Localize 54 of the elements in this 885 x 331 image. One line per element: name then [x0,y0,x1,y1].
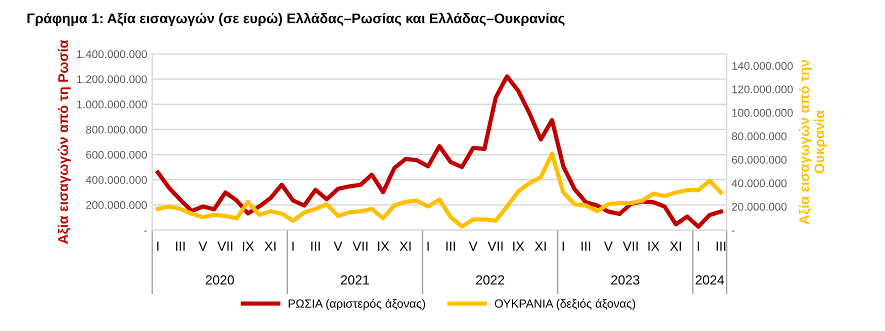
x-tick-label: III [582,242,590,251]
y2-axis-title: Αξία εισαγωγών από την Ουκρανία [798,60,828,224]
chart-title: Γράφημα 1: Αξία εισαγωγών (σε ευρώ) Ελλάδας–Ρωσίας και Ελλάδας–Ουκρανίας [27,12,565,26]
x-tick-label: V [334,242,342,251]
y-tick-label: 1.200.000.000 [77,75,147,84]
y2-tick-label: 140.000.000 [732,62,793,70]
x-tick-label: XI [534,242,546,251]
text: 2022 [476,275,504,285]
y2-tick-label: 40.000.000 [732,179,787,188]
y2-tick-label: 80.000.000 [732,132,787,140]
x-tick-label: I [698,242,700,251]
x-tick-label: V [468,242,478,251]
x-tick-label: VII [352,242,368,251]
y-tick-label: 1.000.000.000 [77,100,147,108]
x-tick-label: VII [217,242,232,251]
x-tick-label: I [562,242,564,251]
text: 2020 [206,275,234,285]
text: 2023 [611,275,640,285]
y2-tick-label: 100.000.000 [732,108,793,117]
y-tick-label: 1.400.000.000 [77,50,147,58]
y-axis-title: Αξία εισαγωγών από τη Ρωσία [58,40,71,244]
text: 2024 [696,275,724,285]
y-tick-label: - [144,230,147,232]
x-tick-label: III [716,242,726,251]
x-tick-label: I [292,242,294,251]
x-tick-label: XI [400,242,411,251]
x-tick-label: V [198,242,208,251]
x-tick-label: IX [513,242,524,251]
y-tick-label: 800.000.000 [86,126,147,134]
x-tick-label: IX [648,242,660,251]
legend-label: ΡΩΣΙΑ (αριστερός άξονας) [288,298,426,310]
x-tick-label: XI [670,242,681,251]
y-tick-label: 200.000.000 [86,201,147,210]
x-tick-label: V [604,242,613,251]
y2-tick-label: 20.000.000 [732,202,787,211]
x-tick-label: III [446,242,455,251]
x-tick-label: III [311,242,320,251]
x-tick-label: VII [622,242,638,251]
y2-tick-label: - [732,230,735,232]
x-tick-label: VII [488,242,503,251]
x-tick-label: III [176,242,185,251]
y2-tick-label: 120.000.000 [732,85,793,94]
x-tick-label: IX [242,242,254,251]
x-tick-label: XI [264,242,276,251]
x-tick-label: I [428,242,429,251]
text: 2021 [340,275,369,285]
x-tick-label: IX [378,242,390,251]
x-tick-label: I [157,242,158,251]
legend-label: ΟΥΚΡΑΝΙΑ (δεξιός άξονας) [494,298,636,310]
line-series [156,74,724,229]
y-tick-label: 600.000.000 [86,150,147,159]
line-series [156,152,724,229]
y2-tick-label: 60.000.000 [732,156,787,164]
y-tick-label: 400.000.000 [86,176,147,184]
